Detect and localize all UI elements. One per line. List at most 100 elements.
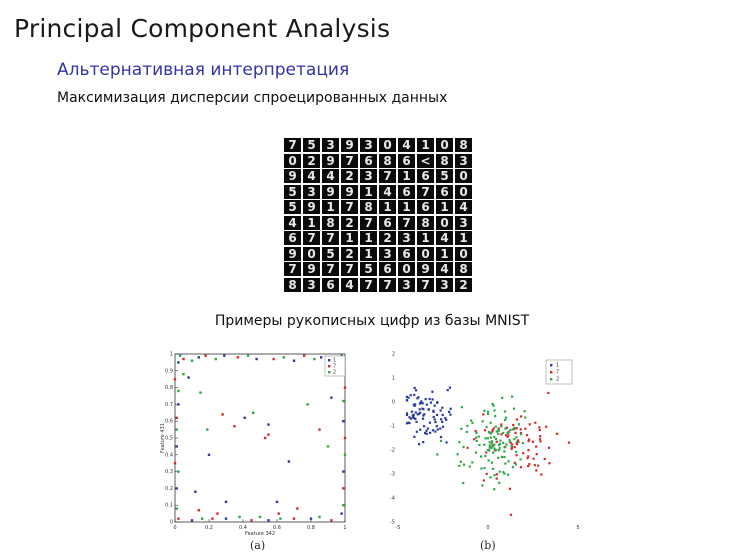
x-tick-label: -5 xyxy=(396,525,401,531)
data-point xyxy=(441,420,444,424)
digit-image: 8 xyxy=(322,215,339,230)
legend-marker xyxy=(328,365,331,368)
data-point xyxy=(500,433,503,436)
data-point xyxy=(342,487,345,490)
data-point xyxy=(515,418,518,421)
data-point xyxy=(413,435,416,438)
data-point xyxy=(475,436,478,439)
data-point xyxy=(434,430,437,433)
data-point xyxy=(486,410,490,413)
data-point xyxy=(501,396,504,399)
data-point xyxy=(497,449,500,452)
digit-image: 9 xyxy=(341,184,358,199)
legend-label: 1 xyxy=(333,358,336,364)
data-point xyxy=(440,418,443,421)
data-point xyxy=(523,410,526,413)
digit-image: 1 xyxy=(379,200,396,214)
data-point xyxy=(417,396,420,399)
data-point xyxy=(491,451,495,454)
y-tick-label: 0.8 xyxy=(165,385,173,391)
data-point xyxy=(539,438,542,441)
data-point xyxy=(318,428,321,431)
data-point xyxy=(412,416,416,419)
data-point xyxy=(511,443,514,446)
data-point xyxy=(505,426,508,429)
data-point xyxy=(492,427,495,430)
data-point xyxy=(250,519,253,522)
data-point xyxy=(414,403,417,406)
data-point xyxy=(514,431,517,434)
data-point xyxy=(491,467,495,470)
data-point xyxy=(504,416,508,419)
data-point xyxy=(187,376,190,379)
data-point xyxy=(279,517,282,520)
digit-image: 7 xyxy=(322,231,339,245)
data-point xyxy=(480,467,483,470)
data-point xyxy=(233,425,236,428)
data-point xyxy=(504,427,507,430)
data-point xyxy=(504,462,507,465)
y-tick-label: 0.1 xyxy=(165,503,173,509)
digit-image: 3 xyxy=(436,277,453,292)
data-point xyxy=(494,448,498,452)
data-point xyxy=(525,434,529,437)
data-point xyxy=(498,447,501,450)
data-point xyxy=(515,427,518,430)
digit-image: 3 xyxy=(398,277,415,292)
data-point xyxy=(489,421,492,424)
digit-image: 3 xyxy=(303,277,320,292)
digit-image: 7 xyxy=(417,184,434,199)
data-point xyxy=(489,432,493,435)
y-tick-label: 0 xyxy=(170,520,173,526)
data-point xyxy=(221,413,224,416)
data-point xyxy=(431,390,434,393)
data-point xyxy=(466,446,469,449)
data-point xyxy=(504,418,507,422)
data-point xyxy=(342,504,345,507)
digit-image: 6 xyxy=(322,277,339,292)
digit-image: 8 xyxy=(455,138,472,152)
data-point xyxy=(534,421,537,424)
data-point xyxy=(342,399,345,403)
data-point xyxy=(510,448,513,451)
data-point xyxy=(494,425,497,428)
data-point xyxy=(282,356,285,359)
digit-image: 4 xyxy=(398,138,415,152)
legend-marker xyxy=(328,371,331,374)
x-tick-label: 0.6 xyxy=(273,525,281,531)
digit-image: 0 xyxy=(455,184,472,199)
data-point xyxy=(495,473,499,476)
data-point xyxy=(405,413,409,417)
digit-image: 8 xyxy=(379,153,396,168)
data-point xyxy=(488,449,491,452)
digit-image: 9 xyxy=(341,138,358,152)
data-point xyxy=(520,415,523,418)
data-point xyxy=(478,443,481,447)
scatter-plot-a: 0 0.2 0.4 0.6 0.8 1 0 0.1 0.2 0.3 0.4 0.5 0.6 0.7 0.8 0… xyxy=(160,352,347,538)
data-point xyxy=(488,444,491,447)
data-point xyxy=(491,430,494,433)
data-point xyxy=(435,413,439,417)
data-point xyxy=(531,440,534,443)
data-point xyxy=(494,414,497,418)
digit-image: 4 xyxy=(303,169,320,183)
data-point xyxy=(303,354,306,357)
data-point xyxy=(177,470,180,473)
digit-image: 7 xyxy=(360,277,377,292)
digit-image: 5 xyxy=(284,200,301,214)
digit-image: 7 xyxy=(398,215,415,230)
digit-image: 9 xyxy=(284,169,301,183)
y-tick-label: 2 xyxy=(392,352,395,358)
data-point xyxy=(500,423,503,426)
data-point xyxy=(439,439,443,443)
data-point xyxy=(441,406,444,409)
digit-image: 5 xyxy=(436,169,453,183)
data-point xyxy=(493,488,496,491)
data-point xyxy=(506,435,509,438)
data-point xyxy=(433,418,436,421)
data-point xyxy=(519,466,523,469)
data-point xyxy=(258,515,262,519)
data-point xyxy=(326,445,330,448)
data-point xyxy=(216,512,219,515)
data-point xyxy=(515,440,519,444)
